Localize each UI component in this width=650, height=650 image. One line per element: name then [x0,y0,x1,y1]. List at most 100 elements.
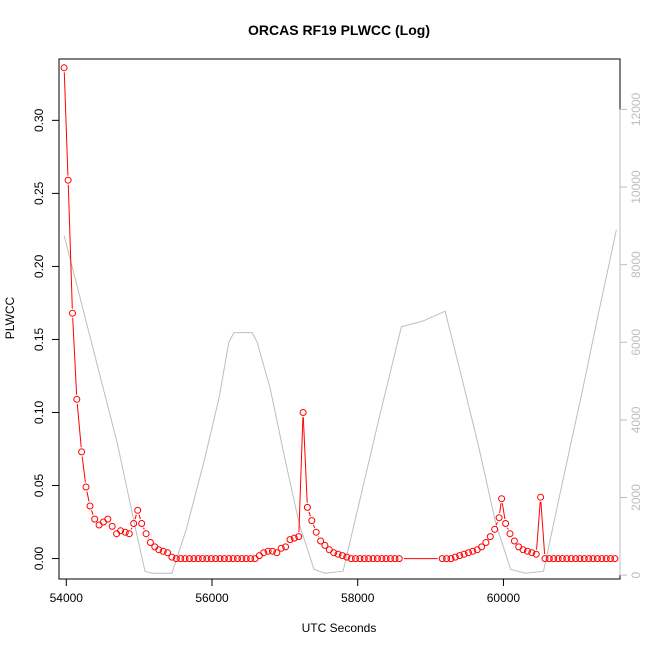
data-point [611,555,619,563]
data-point [303,503,311,511]
secondary-series-line [63,229,617,574]
data-point [69,309,76,317]
data-point [495,514,503,522]
data-point [395,555,403,563]
primary-series-layer [60,64,619,563]
y2-tick-label: 8000 [629,251,643,278]
primary-series-segment [143,527,145,530]
data-point [554,555,562,563]
primary-series-segment [134,514,137,520]
data-point [352,555,359,563]
y2-tick-label: 6000 [629,329,643,356]
data-point [234,555,241,563]
data-point [515,543,523,551]
data-point [220,555,228,563]
data-point [290,534,298,542]
y2-tick-label: 0 [629,571,643,578]
data-point [325,546,333,554]
primary-series-segment [130,527,133,530]
data-point [308,517,316,525]
data-point [146,539,154,546]
data-point [194,555,202,563]
data-point [347,555,355,563]
data-point [130,520,138,527]
data-point [86,502,94,510]
data-point [181,555,189,563]
y-tick-label: 0.25 [32,181,46,205]
primary-series-segment [540,501,546,555]
data-point [558,555,566,563]
data-point [159,547,167,555]
primary-series-segment [91,510,94,515]
data-point [142,530,150,538]
data-point [334,550,342,558]
data-point [312,528,320,536]
data-point [242,555,250,563]
y-tick-label: 0.30 [32,108,46,132]
data-point [104,515,112,523]
data-point [532,550,540,558]
data-point [269,547,276,555]
data-point [95,521,103,529]
primary-series-segment [499,503,502,514]
y2-tick-label: 10000 [629,170,643,204]
primary-series-segment [81,456,86,483]
data-point [277,544,285,552]
primary-series-segment [308,511,311,517]
x-axis-label: UTC Seconds [302,621,377,635]
data-point [382,555,390,563]
data-point [338,552,346,560]
data-point [486,533,494,541]
data-point [589,555,597,563]
data-point [373,555,381,563]
data-point [190,555,198,563]
data-point [391,555,399,563]
data-point [469,547,477,555]
data-point [64,176,72,184]
data-point [563,555,571,563]
data-point [185,555,193,563]
data-point [121,528,129,536]
data-point [207,555,215,563]
data-point [537,493,545,501]
data-point [580,555,588,563]
x-axis: 54000 56000 58000 60000 [50,578,520,605]
data-point [134,506,142,514]
data-point [212,555,220,563]
data-point [451,553,459,561]
data-point [491,525,499,533]
data-point [321,541,329,549]
primary-series-segment [72,317,78,395]
y2-tick-label: 12000 [629,92,643,126]
y-axis-label: PLWCC [3,296,17,339]
data-point [172,555,180,563]
primary-series-segment [501,503,506,520]
data-point [78,448,86,456]
data-point [482,539,490,546]
data-point [247,555,255,563]
data-point [572,555,580,563]
data-point [360,555,368,563]
data-point [443,555,451,563]
x-tick-label: 54000 [50,591,84,605]
data-point [225,555,233,563]
y-axis-left: 0.00 0.05 0.10 0.15 0.20 0.25 0.30 [32,108,60,570]
data-point [438,555,446,563]
data-point [545,555,553,563]
y-tick-label: 0.20 [32,254,46,278]
data-point [585,555,593,563]
data-point [125,530,133,538]
data-point [378,555,386,563]
data-point [510,537,518,545]
data-point [506,530,514,538]
y-tick-label: 0.15 [32,327,46,351]
data-point [295,533,303,541]
data-point [343,553,351,561]
data-point [607,555,614,563]
data-point [330,549,338,557]
data-point [177,555,185,563]
y-tick-label: 0.10 [32,400,46,424]
data-point [550,555,558,563]
data-point [260,549,268,557]
data-point [299,409,307,416]
